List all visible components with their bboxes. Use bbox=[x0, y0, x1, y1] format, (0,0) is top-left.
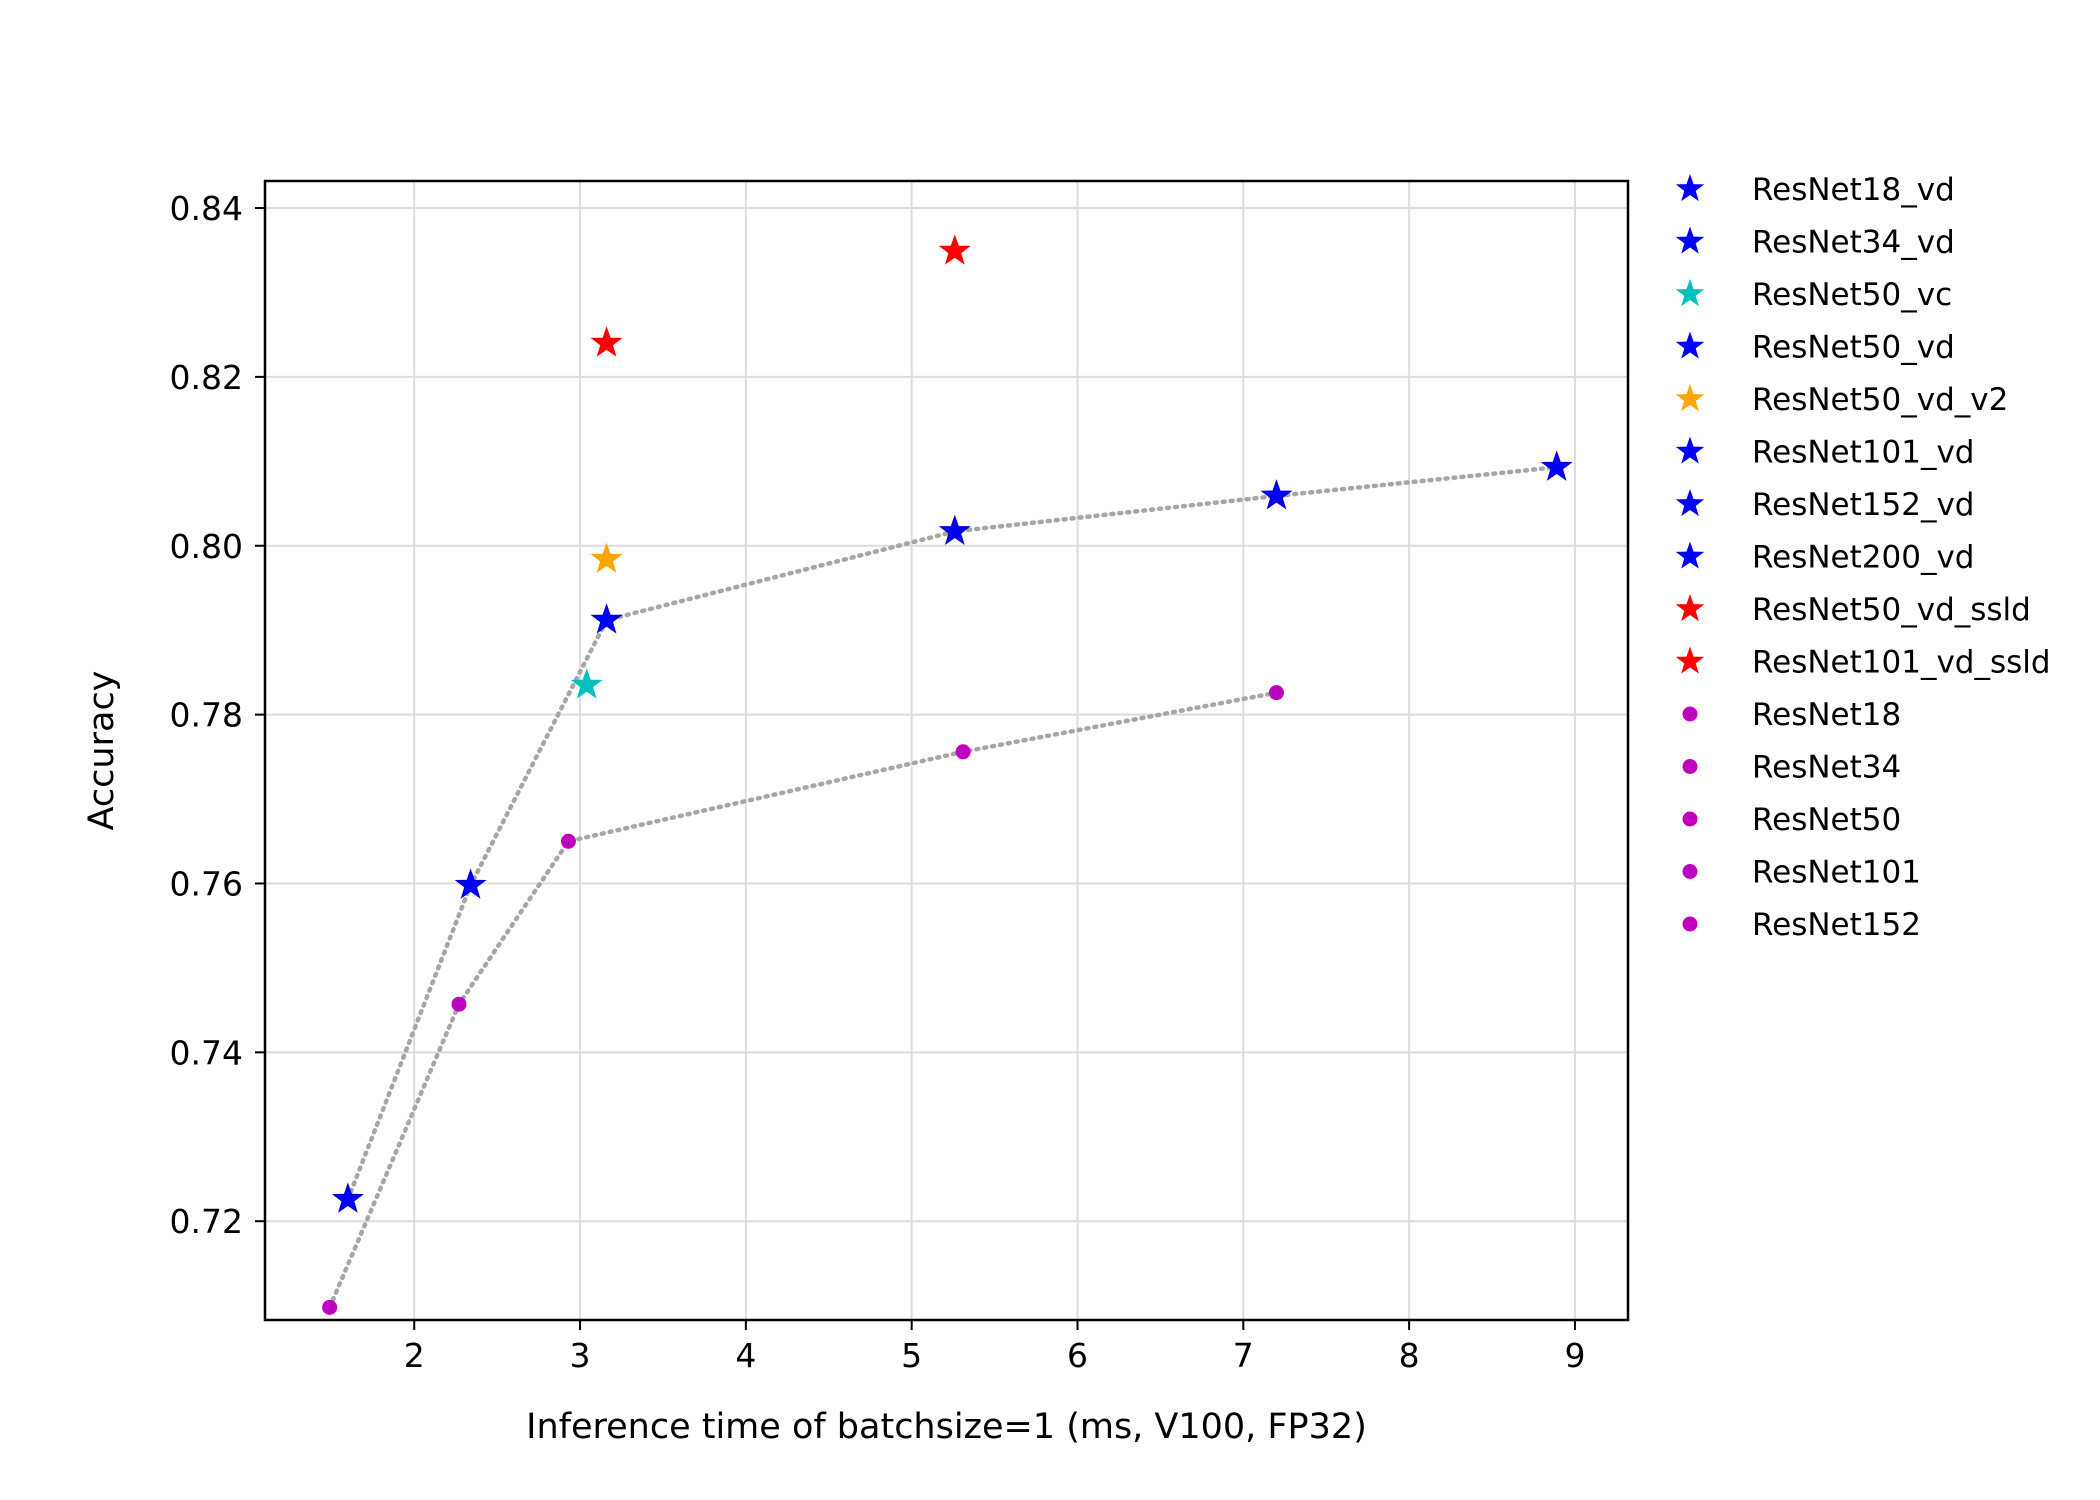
y-tick-label: 0.76 bbox=[170, 864, 243, 903]
legend-item: ResNet152 bbox=[1682, 907, 1921, 943]
legend-label: ResNet50_vc bbox=[1752, 277, 1952, 313]
legend-star-marker bbox=[1675, 331, 1705, 359]
x-tick-label: 6 bbox=[1067, 1336, 1088, 1375]
point-resnet18 bbox=[322, 1299, 338, 1315]
legend-item: ResNet50_vd_ssld bbox=[1675, 592, 2031, 628]
legend-label: ResNet101 bbox=[1752, 855, 1921, 891]
legend-label: ResNet101_vd_ssld bbox=[1752, 645, 2051, 681]
data-points bbox=[322, 234, 1573, 1315]
trend-lines bbox=[327, 464, 1559, 1310]
legend-label: ResNet152 bbox=[1752, 907, 1921, 943]
legend-label: ResNet50_vd bbox=[1752, 330, 1955, 366]
legend-dot-marker bbox=[1682, 864, 1698, 879]
point-resnet101-vd-ssld bbox=[938, 234, 971, 265]
point-resnet50-vd-ssld bbox=[590, 326, 623, 357]
legend-item: ResNet50_vc bbox=[1675, 277, 1952, 313]
plot-area-frame bbox=[263, 179, 1630, 1322]
legend-dot-marker bbox=[1682, 811, 1698, 827]
legend-star-marker bbox=[1675, 384, 1705, 412]
legend-star-marker bbox=[1675, 541, 1705, 569]
y-tick-label: 0.78 bbox=[170, 696, 243, 735]
legend-dot-marker bbox=[1682, 759, 1698, 774]
x-tick-label: 3 bbox=[570, 1336, 591, 1375]
point-resnet101-vd bbox=[938, 514, 971, 546]
legend-star-marker bbox=[1675, 436, 1705, 464]
legend-label: ResNet50_vd_ssld bbox=[1752, 592, 2031, 628]
legend-item: ResNet34_vd bbox=[1675, 225, 1955, 261]
x-tick-label: 5 bbox=[901, 1336, 922, 1375]
legend-item: ResNet18_vd bbox=[1675, 172, 1955, 208]
legend-item: ResNet200_vd bbox=[1675, 540, 1974, 576]
y-tick-label: 0.84 bbox=[170, 189, 243, 228]
point-resnet50-vc bbox=[570, 668, 603, 699]
legend-star-marker bbox=[1675, 174, 1705, 202]
point-resnet34 bbox=[451, 996, 467, 1012]
legend-label: ResNet18 bbox=[1752, 697, 1901, 733]
grid bbox=[265, 181, 1628, 1320]
legend-label: ResNet50 bbox=[1752, 802, 1901, 838]
legend-dot-marker bbox=[1682, 706, 1698, 722]
legend: ResNet18_vd ResNet34_vd ResNet50_vc ResNet5… bbox=[1675, 172, 2051, 943]
point-resnet50-vd-v2 bbox=[590, 542, 623, 573]
trend-line-2 bbox=[327, 690, 1279, 1310]
legend-item: ResNet101_vd bbox=[1675, 435, 1974, 471]
legend-label: ResNet50_vd_v2 bbox=[1752, 382, 2008, 418]
legend-label: ResNet34 bbox=[1752, 750, 1901, 786]
legend-item: ResNet34 bbox=[1682, 750, 1901, 786]
legend-item: ResNet50_vd_v2 bbox=[1675, 382, 2008, 418]
legend-item: ResNet50_vd bbox=[1675, 330, 1955, 366]
y-tick-label: 0.74 bbox=[170, 1033, 243, 1072]
legend-star-marker bbox=[1675, 646, 1705, 674]
legend-label: ResNet200_vd bbox=[1752, 540, 1974, 576]
legend-item: ResNet18 bbox=[1682, 697, 1901, 733]
y-tick-label: 0.80 bbox=[170, 527, 243, 566]
y-axis-label: Accuracy bbox=[82, 671, 122, 831]
legend-star-marker bbox=[1675, 226, 1705, 254]
legend-dot-marker bbox=[1682, 916, 1698, 932]
point-resnet50-vd bbox=[590, 603, 623, 634]
x-tick-label: 8 bbox=[1399, 1336, 1420, 1375]
legend-label: ResNet101_vd bbox=[1752, 435, 1974, 471]
y-axis-ticks: 0.72 0.74 0.76 0.78 0.80 0.82 0.84 bbox=[170, 189, 265, 1241]
legend-item: ResNet101 bbox=[1682, 855, 1921, 891]
legend-star-marker bbox=[1675, 489, 1705, 517]
legend-star-marker bbox=[1675, 279, 1705, 307]
legend-item: ResNet101_vd_ssld bbox=[1675, 645, 2051, 681]
trend-line-1 bbox=[345, 464, 1559, 1202]
x-axis-label: Inference time of batchsize=1 (ms, V100,… bbox=[526, 1407, 1367, 1447]
legend-label: ResNet34_vd bbox=[1752, 225, 1955, 261]
y-tick-label: 0.82 bbox=[170, 358, 243, 397]
legend-label: ResNet18_vd bbox=[1752, 172, 1955, 208]
legend-item: ResNet50 bbox=[1682, 802, 1901, 838]
x-axis-ticks: 2 3 4 5 6 7 8 9 bbox=[404, 1320, 1585, 1375]
legend-star-marker bbox=[1675, 594, 1705, 622]
point-resnet50 bbox=[560, 833, 576, 849]
x-tick-label: 4 bbox=[735, 1336, 756, 1375]
point-resnet200-vd bbox=[1540, 450, 1573, 481]
y-tick-label: 0.72 bbox=[170, 1202, 243, 1241]
x-tick-label: 2 bbox=[404, 1336, 425, 1375]
point-resnet101 bbox=[955, 744, 971, 760]
x-tick-label: 7 bbox=[1233, 1336, 1254, 1375]
point-resnet152-vd bbox=[1260, 479, 1293, 510]
point-resnet18-vd bbox=[331, 1182, 364, 1213]
legend-item: ResNet152_vd bbox=[1675, 487, 1974, 523]
x-tick-label: 9 bbox=[1564, 1336, 1585, 1375]
point-resnet152 bbox=[1268, 685, 1284, 701]
legend-label: ResNet152_vd bbox=[1752, 487, 1974, 523]
point-resnet34-vd bbox=[454, 868, 487, 899]
